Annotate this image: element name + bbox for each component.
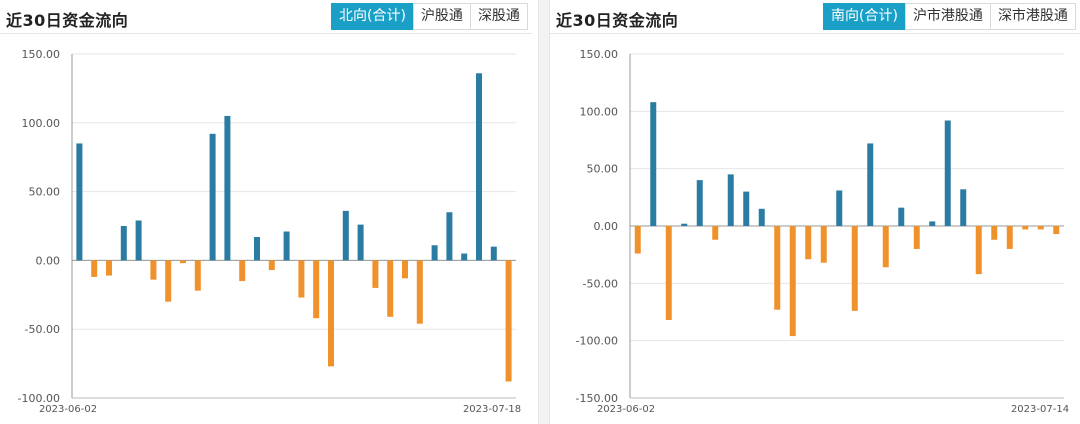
flow-bar[interactable] <box>135 220 142 261</box>
flow-bar[interactable] <box>313 260 320 319</box>
flow-bar[interactable] <box>165 260 172 302</box>
y-tick-label: 50.00 <box>587 163 619 176</box>
flow-bar[interactable] <box>416 260 423 324</box>
flow-bar[interactable] <box>120 226 127 261</box>
tab-shanghai-hk-connect[interactable]: 沪市港股通 <box>904 3 991 30</box>
right-panel-header: 近30日资金流向 南向(合计) 沪市港股通 深市港股通 <box>550 0 1080 34</box>
flow-bar[interactable] <box>357 224 364 261</box>
flow-bar[interactable] <box>929 221 936 226</box>
flow-bar[interactable] <box>898 207 905 226</box>
right-panel: 近30日资金流向 南向(合计) 沪市港股通 深市港股通 150.00 100.00… <box>550 0 1080 424</box>
y-tick-label: 100.00 <box>22 117 61 130</box>
tab-northbound-total[interactable]: 北向(合计) <box>331 3 414 30</box>
flow-bar[interactable] <box>342 210 349 261</box>
right-flow-chart: 150.00 100.00 50.00 0.00 -50.00 -100.00 -150.0… <box>576 48 1070 415</box>
flow-bar[interactable] <box>665 226 672 321</box>
tab-shanghai-connect[interactable]: 沪股通 <box>412 3 471 30</box>
tab-southbound-total[interactable]: 南向(合计) <box>823 3 906 30</box>
flow-bar[interactable] <box>696 180 703 226</box>
y-tick-label: -100.00 <box>576 335 618 348</box>
flow-bar[interactable] <box>194 260 201 291</box>
flow-bar[interactable] <box>789 226 796 337</box>
x-start-date-label: 2023-06-02 <box>39 404 97 415</box>
y-tick-label: 0.00 <box>36 254 61 267</box>
flow-bar[interactable] <box>239 260 246 282</box>
flow-bar[interactable] <box>328 260 334 367</box>
flow-bar[interactable] <box>960 189 967 226</box>
flow-bar[interactable] <box>975 226 982 275</box>
flow-bar[interactable] <box>913 226 920 249</box>
left-panel: 近30日资金流向 北向(合计) 沪股通 深股通 150.00 100.00 50.0… <box>0 0 532 424</box>
y-tick-label: 150.00 <box>580 48 619 61</box>
flow-bar[interactable] <box>461 253 468 261</box>
flow-bar[interactable] <box>634 226 641 254</box>
flow-bar[interactable] <box>91 260 98 277</box>
flow-bar[interactable] <box>224 115 231 261</box>
left-panel-header: 近30日资金流向 北向(合计) 沪股通 深股通 <box>0 0 532 34</box>
flow-bar[interactable] <box>254 237 260 261</box>
flow-bar[interactable] <box>1022 226 1029 230</box>
flow-bar[interactable] <box>106 260 112 276</box>
tab-shenzhen-hk-connect[interactable]: 深市港股通 <box>989 3 1076 30</box>
left-flow-chart: 150.00100.0050.000.00-50.00-100.002023-0… <box>18 48 522 415</box>
x-start-date-label: 2023-06-02 <box>597 404 655 415</box>
flow-bar[interactable] <box>681 223 688 226</box>
flow-bar[interactable] <box>150 260 157 280</box>
y-tick-label: -150.00 <box>576 392 618 405</box>
y-tick-label: 0.00 <box>594 220 619 233</box>
flow-bar[interactable] <box>180 260 186 264</box>
flow-bar[interactable] <box>387 260 394 317</box>
flow-bar[interactable] <box>490 246 497 261</box>
flow-bar[interactable] <box>476 73 482 261</box>
flow-bar[interactable] <box>76 143 83 261</box>
y-tick-label: -50.00 <box>25 323 60 336</box>
tab-shenzhen-connect[interactable]: 深股通 <box>469 3 528 30</box>
flow-bar[interactable] <box>505 260 512 382</box>
right-tabs: 南向(合计) 沪市港股通 深市港股通 <box>823 3 1076 30</box>
x-end-date-label: 2023-07-14 <box>1011 404 1069 415</box>
flow-bar[interactable] <box>727 174 734 226</box>
flow-bar[interactable] <box>851 226 858 311</box>
x-end-date-label: 2023-07-18 <box>463 404 521 415</box>
left-tabs: 北向(合计) 沪股通 深股通 <box>331 3 528 30</box>
flow-bar[interactable] <box>402 260 408 279</box>
flow-bar[interactable] <box>743 191 750 226</box>
y-tick-label: 100.00 <box>580 105 619 118</box>
flow-bar[interactable] <box>1006 226 1013 249</box>
left-panel-title: 近30日资金流向 <box>6 11 129 30</box>
y-tick-label: -100.00 <box>18 392 60 405</box>
flow-bar[interactable] <box>944 120 951 226</box>
flow-bar[interactable] <box>209 133 216 261</box>
flow-bar[interactable] <box>712 226 719 240</box>
flow-bar[interactable] <box>431 245 438 261</box>
flow-bar[interactable] <box>650 102 657 226</box>
flow-bar[interactable] <box>774 226 781 310</box>
flow-bar[interactable] <box>805 226 812 260</box>
panel-divider <box>538 0 550 424</box>
y-tick-label: 50.00 <box>29 186 61 199</box>
flow-bar[interactable] <box>1053 226 1060 235</box>
flow-bar[interactable] <box>298 260 305 298</box>
flow-bar[interactable] <box>1037 226 1044 230</box>
right-panel-title: 近30日资金流向 <box>556 11 679 30</box>
flow-bar[interactable] <box>820 226 827 263</box>
y-tick-label: -50.00 <box>583 277 618 290</box>
flow-bar[interactable] <box>991 226 998 240</box>
flow-bar[interactable] <box>867 143 874 226</box>
flow-bar[interactable] <box>836 190 843 226</box>
flow-bar[interactable] <box>446 212 453 261</box>
flow-bar[interactable] <box>882 226 889 268</box>
flow-bar[interactable] <box>268 260 275 271</box>
y-tick-label: 150.00 <box>22 48 61 61</box>
flow-bar[interactable] <box>283 231 290 261</box>
flow-bar[interactable] <box>758 208 765 226</box>
flow-bar[interactable] <box>372 260 379 288</box>
